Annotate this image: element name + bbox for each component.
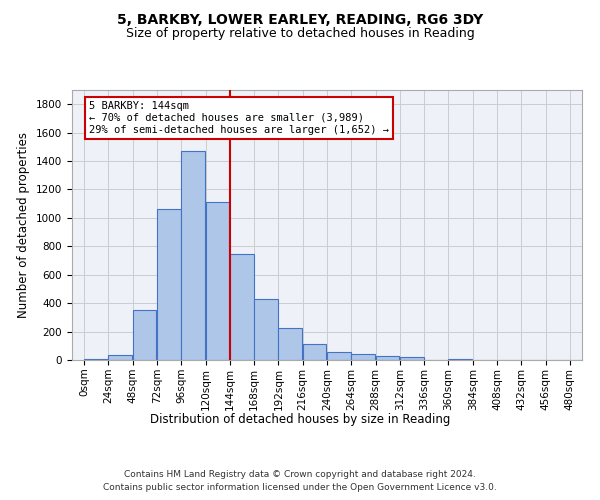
Bar <box>351 354 375 360</box>
Bar <box>327 352 351 360</box>
Text: Contains public sector information licensed under the Open Government Licence v3: Contains public sector information licen… <box>103 482 497 492</box>
Bar <box>206 202 229 360</box>
Bar <box>400 357 424 360</box>
Bar <box>278 328 302 360</box>
Text: 5, BARKBY, LOWER EARLEY, READING, RG6 3DY: 5, BARKBY, LOWER EARLEY, READING, RG6 3D… <box>117 12 483 26</box>
Bar <box>84 358 108 360</box>
Bar <box>376 356 400 360</box>
Bar <box>181 151 205 360</box>
Bar <box>133 310 157 360</box>
Text: Distribution of detached houses by size in Reading: Distribution of detached houses by size … <box>150 412 450 426</box>
Bar <box>109 355 132 360</box>
Bar <box>230 254 254 360</box>
Bar <box>157 210 181 360</box>
Text: Contains HM Land Registry data © Crown copyright and database right 2024.: Contains HM Land Registry data © Crown c… <box>124 470 476 479</box>
Bar <box>303 344 326 360</box>
Text: 5 BARKBY: 144sqm
← 70% of detached houses are smaller (3,989)
29% of semi-detach: 5 BARKBY: 144sqm ← 70% of detached house… <box>89 102 389 134</box>
Y-axis label: Number of detached properties: Number of detached properties <box>17 132 31 318</box>
Text: Size of property relative to detached houses in Reading: Size of property relative to detached ho… <box>125 28 475 40</box>
Bar <box>254 299 278 360</box>
